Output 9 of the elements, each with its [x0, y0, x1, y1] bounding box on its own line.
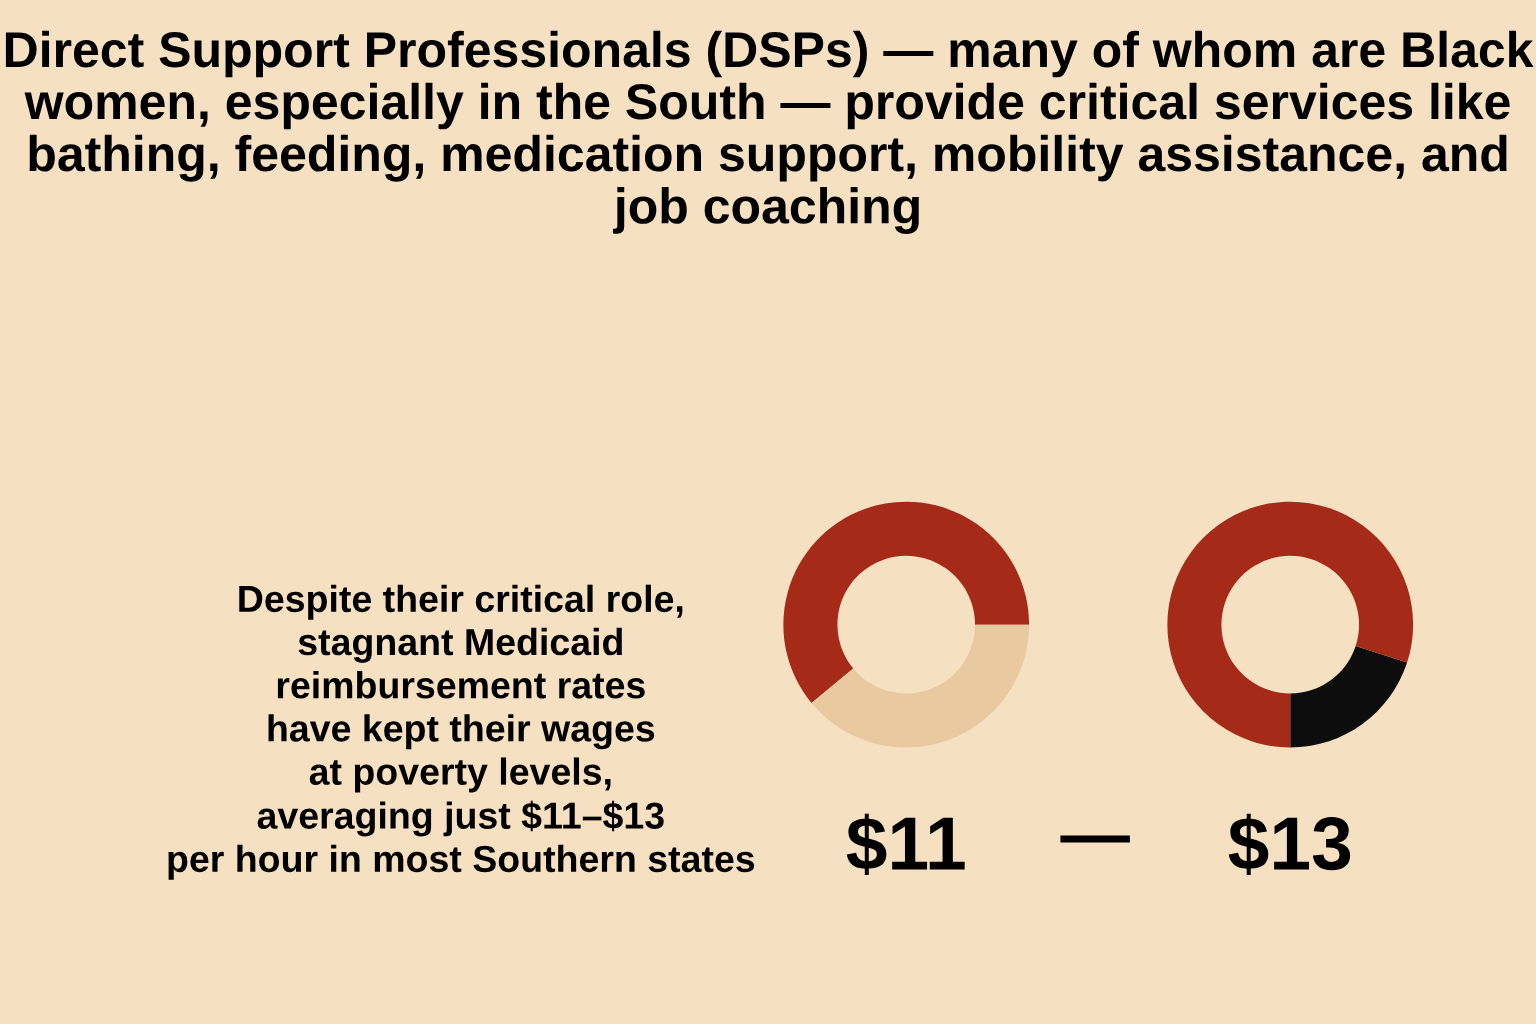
text: Direct Support Professionals (DSPs) — many of whom are Black women, especially in the South — provide critical services like bathing, feeding, medication support, mobility assistance, and job coaching	[5, 30, 1534, 234]
text: —	[1060, 835, 1130, 843]
text: $11	[846, 813, 965, 876]
text: Despite their critical role, stagnant Medicaid reimbursement rates have kept their wages at poverty levels, averaging just $11–$13 per hour in most Southern states	[168, 584, 755, 880]
donut-slice	[1290, 645, 1408, 748]
donut-slice	[1167, 501, 1414, 748]
text: $13	[1228, 813, 1351, 876]
donut-slice	[783, 501, 1030, 703]
donut-slice	[811, 624, 1030, 748]
